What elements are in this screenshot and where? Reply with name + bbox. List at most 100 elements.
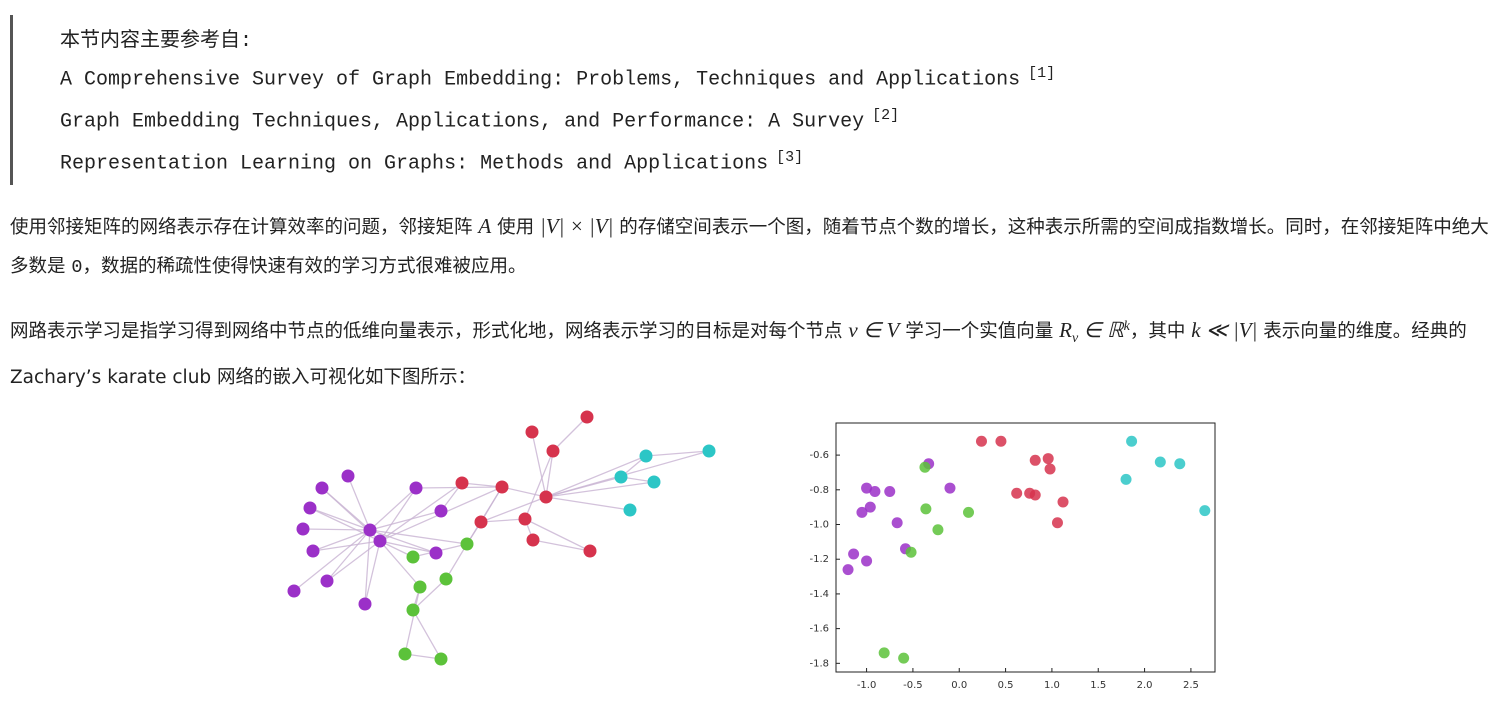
node [406, 603, 420, 617]
edge [531, 431, 547, 498]
edge [545, 476, 622, 498]
node [580, 410, 594, 424]
text: ，数据的稀疏性使得快速有效的学习方式很难被应用。 [82, 256, 527, 277]
reference-title: Representation Learning on Graphs: Metho… [60, 152, 769, 176]
edge [524, 518, 591, 552]
point [944, 482, 956, 494]
edge [524, 450, 554, 520]
point [861, 482, 873, 494]
node [546, 444, 560, 458]
edge [379, 482, 463, 542]
edge [379, 540, 437, 554]
sup-text: k [1123, 319, 1130, 334]
node [474, 515, 488, 529]
figure: -1.0 -0.5 0.0 0.5 1.0 1.5 2.0 2.5 -0.6 -0.8 -1.0 -1… [287, 410, 1216, 691]
point [919, 461, 931, 473]
edge [369, 510, 442, 531]
point [1154, 456, 1166, 468]
text: 网路表示学习是指学习得到网络中节点的低维向量表示，形式化地，网络表示学习的目标是… [10, 321, 849, 343]
edge [326, 540, 381, 582]
reference: A Comprehensive Survey of Graph Embeddin… [60, 65, 1055, 92]
point [1120, 473, 1132, 485]
text: 学习一个实值向量 [899, 321, 1060, 343]
reference-note: [2] [872, 107, 900, 124]
x-tick-label: 0.5 [998, 680, 1014, 691]
node [702, 444, 716, 458]
scatter-plot: -1.0 -0.5 0.0 0.5 1.0 1.5 2.0 2.5 -0.6 -0.8 -1.0 -1… [809, 422, 1216, 691]
node [296, 522, 310, 536]
edge [445, 543, 468, 580]
node [358, 597, 372, 611]
edge [379, 540, 421, 588]
y-tick-label: -0.6 [809, 450, 829, 461]
node [434, 504, 448, 518]
edge [532, 539, 591, 552]
text: 使用邻接矩阵的网络表示存在计算效率的问题，邻接矩阵 [10, 217, 479, 238]
edge [480, 518, 526, 523]
node [439, 572, 453, 586]
x-tick-label: 2.0 [1137, 680, 1153, 691]
point [878, 647, 890, 659]
edge [312, 540, 381, 552]
node [398, 647, 412, 661]
reference-note: [3] [776, 149, 804, 166]
point [861, 555, 873, 567]
edge [302, 528, 371, 531]
point [891, 517, 903, 529]
text: 使用 [491, 217, 540, 238]
point [905, 546, 917, 558]
edge [369, 487, 417, 531]
edge [347, 475, 371, 531]
node [413, 580, 427, 594]
edge [369, 529, 437, 554]
node [320, 574, 334, 588]
y-tick-label: -1.8 [809, 658, 829, 669]
edge [545, 496, 631, 511]
edge [545, 450, 554, 498]
edge [480, 496, 547, 523]
math-text: v ∈ V [848, 318, 900, 343]
paragraph: 使用邻接矩阵的网络表示存在计算效率的问题，邻接矩阵 A 使用 |V| × |V|… [10, 207, 1495, 287]
point [864, 501, 876, 513]
node [363, 523, 377, 537]
edge [645, 450, 710, 457]
edge [412, 609, 442, 660]
point [1044, 463, 1056, 475]
point [975, 435, 987, 447]
edge [545, 481, 655, 498]
sub-text: v [1071, 330, 1079, 346]
edge [501, 486, 547, 498]
node [306, 544, 320, 558]
network-graph [287, 410, 716, 666]
node [518, 512, 532, 526]
node [623, 503, 637, 517]
code-text: 0 [71, 257, 83, 278]
point [920, 503, 932, 515]
node [525, 425, 539, 439]
point [1126, 435, 1138, 447]
node [434, 652, 448, 666]
math-text: R [1059, 318, 1072, 343]
blockquote: 本节内容主要参考自: A Comprehensive Survey of Gra… [10, 15, 1213, 185]
edge [545, 455, 647, 498]
reference: Graph Embedding Techniques, Applications… [60, 107, 899, 134]
math-text: |V| × |V| [539, 214, 614, 238]
x-tick-label: 1.0 [1044, 680, 1060, 691]
point [1011, 487, 1023, 499]
point [1057, 496, 1069, 508]
point [1051, 517, 1063, 529]
reference: Representation Learning on Graphs: Metho… [60, 149, 803, 176]
node [583, 544, 597, 558]
y-tick-label: -1.0 [809, 520, 829, 531]
point [1199, 505, 1211, 517]
point [1042, 453, 1054, 465]
math-text: k ≪ |V| [1191, 318, 1258, 343]
edge [552, 416, 588, 452]
node [526, 533, 540, 547]
point [963, 506, 975, 518]
node [409, 481, 423, 495]
math-text: ∈ ℝ [1078, 318, 1124, 343]
reference-note: [1] [1028, 65, 1056, 82]
point [1029, 489, 1041, 501]
text: ，其中 [1129, 321, 1192, 343]
